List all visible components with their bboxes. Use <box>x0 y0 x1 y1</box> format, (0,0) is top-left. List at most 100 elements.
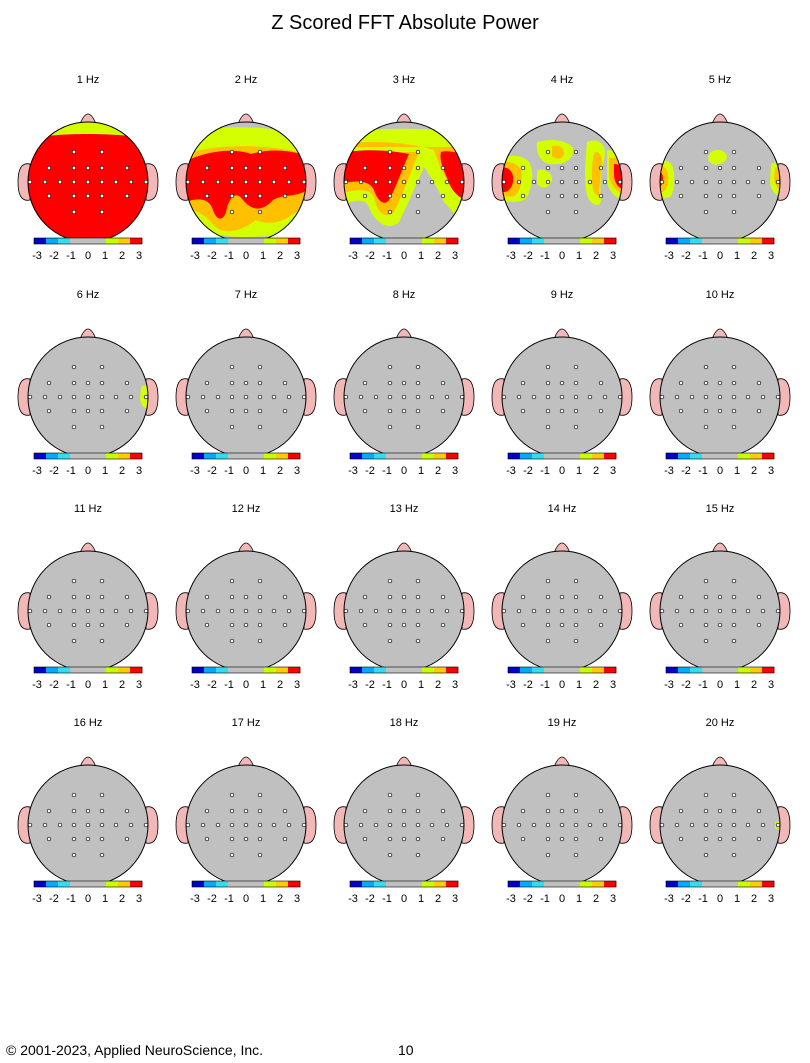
electrode-dot <box>703 836 709 842</box>
electrode-dot <box>459 179 465 185</box>
frequency-label: 9 Hz <box>551 289 574 301</box>
electrode-dot <box>27 608 33 614</box>
electrode-dot <box>185 394 191 400</box>
electrode-dot <box>731 638 737 644</box>
topomap-svg: 15 Hz -3 -2 -1 0 1 2 3 <box>649 503 791 691</box>
electrode-dot <box>531 394 537 400</box>
topomap-svg: 17 Hz -3 -2 -1 0 1 2 3 <box>175 717 317 905</box>
frequency-label: 6 Hz <box>77 289 100 301</box>
colorbar <box>507 452 617 460</box>
electrode-dot <box>71 792 77 798</box>
colorbar-tick-label: 0 <box>85 465 91 477</box>
zscore-region <box>502 164 622 192</box>
topomap-svg: 2 Hz -3 -2 -1 0 1 2 3 <box>175 74 317 262</box>
colorbar <box>349 666 459 674</box>
electrode-dot <box>71 424 77 430</box>
colorbar-tick-label: -2 <box>523 250 533 262</box>
electrode-dot <box>520 622 526 628</box>
electrode-dot <box>358 179 364 185</box>
electrode-dot <box>257 836 263 842</box>
electrode-dot <box>257 608 263 614</box>
colorbar-tick-label: -1 <box>224 893 234 905</box>
electrode-dot <box>387 578 393 584</box>
electrode-dot <box>559 608 565 614</box>
electrode-dot <box>659 394 665 400</box>
electrode-dot <box>387 193 393 199</box>
electrode-dot <box>99 594 105 600</box>
colorbar-tick-label: -3 <box>348 679 358 691</box>
electrode-dot <box>243 408 249 414</box>
electrode-dot <box>520 594 526 600</box>
electrode-dot <box>415 179 421 185</box>
electrode-dot <box>185 179 191 185</box>
colorbar-tick-label: 3 <box>768 893 774 905</box>
electrode-dot <box>204 808 210 814</box>
electrode-dot <box>602 179 608 185</box>
electrode-dot <box>387 638 393 644</box>
electrode-dot <box>401 408 407 414</box>
colorbar-tick-label: 3 <box>136 250 142 262</box>
electrode-dot <box>42 822 48 828</box>
electrode-dot <box>573 578 579 584</box>
electrode-dot <box>343 394 349 400</box>
electrode-dot <box>545 364 551 370</box>
electrode-dot <box>440 836 446 842</box>
electrode-dot <box>99 149 105 155</box>
colorbar-tick-label: -1 <box>698 250 708 262</box>
electrode-dot <box>617 608 623 614</box>
electrode-dot <box>229 578 235 584</box>
electrode-dot <box>128 822 134 828</box>
electrode-dot <box>124 165 130 171</box>
colorbar-tick-label: 2 <box>751 250 757 262</box>
left-ear-icon <box>17 378 31 416</box>
electrode-dot <box>257 380 263 386</box>
electrode-dot <box>46 408 52 414</box>
electrode-dot <box>373 179 379 185</box>
colorbar <box>665 237 775 245</box>
electrode-dot <box>717 622 723 628</box>
colorbar-tick-label: 3 <box>452 250 458 262</box>
electrode-dot <box>429 822 435 828</box>
electrode-dot <box>99 622 105 628</box>
electrode-dot <box>689 608 695 614</box>
electrode-dot <box>717 836 723 842</box>
colorbar-tick-label: -3 <box>348 893 358 905</box>
colorbar <box>349 237 459 245</box>
colorbar-tick-label: 2 <box>277 893 283 905</box>
electrode-dot <box>85 179 91 185</box>
colorbar-tick-label: -3 <box>348 250 358 262</box>
electrode-dot <box>373 822 379 828</box>
electrode-dot <box>520 165 526 171</box>
topomap-svg: 11 Hz -3 -2 -1 0 1 2 3 <box>17 503 159 691</box>
electrode-dot <box>46 622 52 628</box>
electrode-dot <box>229 193 235 199</box>
electrode-dot <box>598 594 604 600</box>
electrode-dot <box>501 822 507 828</box>
electrode-dot <box>545 836 551 842</box>
electrode-dot <box>215 608 221 614</box>
electrode-dot <box>703 408 709 414</box>
colorbar-tick-label: 2 <box>277 465 283 477</box>
zscore-region <box>28 134 148 242</box>
electrode-dot <box>387 836 393 842</box>
electrode-dot <box>373 608 379 614</box>
colorbar-tick-label: 1 <box>260 250 266 262</box>
electrode-dot <box>731 808 737 814</box>
colorbar-tick-label: -2 <box>681 679 691 691</box>
electrode-dot <box>415 822 421 828</box>
colorbar-tick-label: -2 <box>207 250 217 262</box>
colorbar-tick-label: -3 <box>32 465 42 477</box>
electrode-dot <box>85 165 91 171</box>
right-ear-icon <box>145 806 159 844</box>
electrode-dot <box>243 808 249 814</box>
electrode-dot <box>204 165 210 171</box>
electrode-dot <box>429 394 435 400</box>
colorbar-tick-label: 3 <box>452 679 458 691</box>
colorbar-tick-label: 3 <box>136 679 142 691</box>
electrode-dot <box>703 594 709 600</box>
electrode-dot <box>185 822 191 828</box>
colorbar-tick-label: -2 <box>681 250 691 262</box>
electrode-dot <box>71 364 77 370</box>
electrode-dot <box>429 179 435 185</box>
electrode-dot <box>401 394 407 400</box>
